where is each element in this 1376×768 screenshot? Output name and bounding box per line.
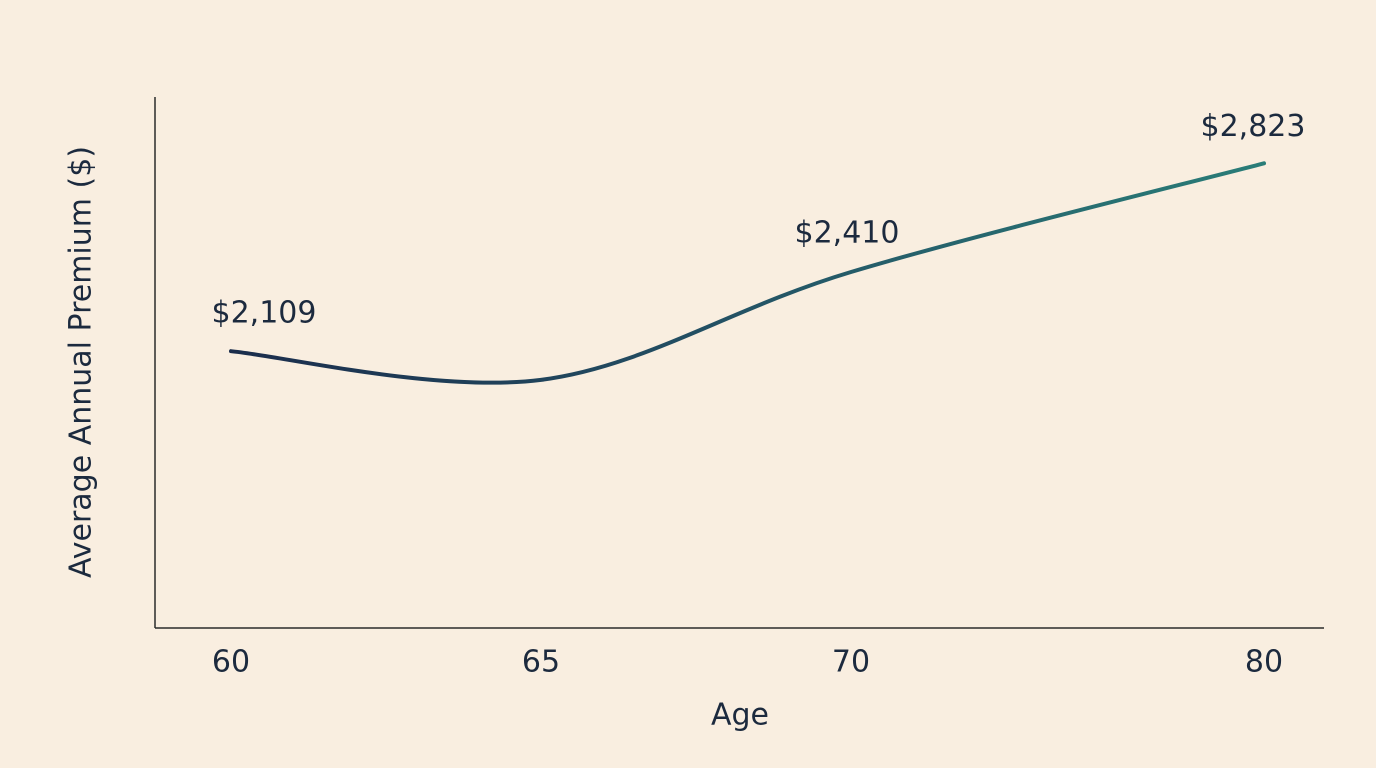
x-tick-label: 65 — [522, 645, 560, 680]
line — [229, 161, 1266, 385]
x-tick-label: 60 — [212, 645, 250, 680]
x-axis-title: Age — [711, 698, 769, 733]
y-axis-title: Average Annual Premium ($) — [64, 146, 99, 578]
data-label: $2,410 — [795, 215, 900, 250]
data-label: $2,823 — [1201, 109, 1306, 144]
x-tick-label: 70 — [832, 645, 870, 680]
x-tick-label: 80 — [1245, 645, 1283, 680]
data-label: $2,109 — [212, 296, 317, 331]
